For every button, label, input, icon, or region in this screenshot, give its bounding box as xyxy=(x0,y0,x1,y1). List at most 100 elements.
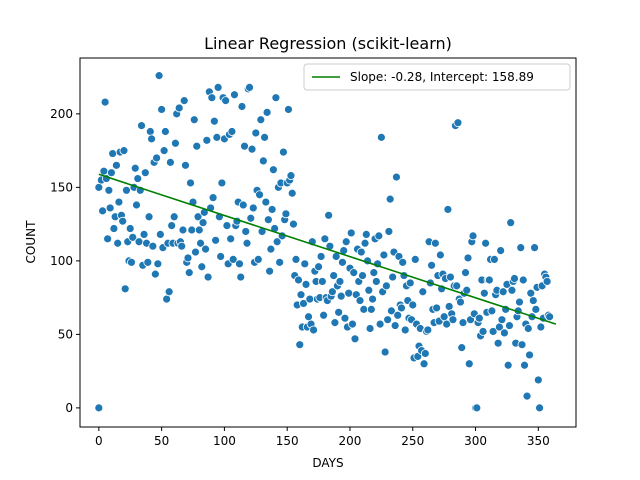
data-point xyxy=(301,279,311,289)
data-point xyxy=(256,115,266,125)
data-point xyxy=(468,231,478,241)
data-point xyxy=(452,281,462,291)
data-point xyxy=(457,343,467,353)
data-point xyxy=(390,321,400,330)
data-point xyxy=(481,238,490,248)
data-point xyxy=(192,141,202,151)
data-point xyxy=(130,163,140,173)
data-point xyxy=(387,306,396,316)
data-point xyxy=(317,277,327,286)
data-point xyxy=(314,262,323,272)
data-point xyxy=(523,324,533,333)
x-axis-ticks: 0 50 100 150 200 250 300 350 xyxy=(95,427,550,448)
axes-frame xyxy=(79,57,577,428)
data-point xyxy=(530,243,539,253)
data-point xyxy=(201,244,210,254)
data-point xyxy=(383,315,393,325)
plot-area xyxy=(94,71,557,413)
data-point xyxy=(216,252,226,261)
data-point xyxy=(505,321,514,330)
data-point xyxy=(497,315,507,325)
data-point xyxy=(112,160,121,170)
data-point xyxy=(423,325,433,335)
data-point xyxy=(109,224,119,233)
data-point xyxy=(133,174,143,183)
data-point xyxy=(271,93,281,103)
data-point xyxy=(196,238,205,248)
data-point xyxy=(446,272,455,282)
data-point xyxy=(341,237,351,247)
data-point xyxy=(320,234,330,244)
data-point xyxy=(525,350,534,360)
data-point xyxy=(545,312,555,322)
data-point xyxy=(531,304,541,314)
data-point xyxy=(304,312,313,322)
data-point xyxy=(127,257,136,267)
data-point xyxy=(462,285,472,295)
data-point xyxy=(236,272,246,282)
data-point xyxy=(316,252,326,261)
data-point xyxy=(178,225,188,235)
data-point xyxy=(393,310,403,320)
data-point xyxy=(376,132,386,142)
data-point xyxy=(209,116,219,126)
data-point xyxy=(374,231,384,241)
data-point xyxy=(330,318,340,328)
y-tick-label: 150 xyxy=(50,180,73,194)
data-point xyxy=(528,296,538,305)
x-tick-label: 250 xyxy=(401,434,424,448)
data-point xyxy=(108,149,118,158)
data-point xyxy=(484,275,494,285)
data-point xyxy=(444,302,454,311)
data-point xyxy=(432,303,442,313)
data-point xyxy=(279,147,288,157)
data-point xyxy=(247,144,257,154)
data-point xyxy=(319,310,329,320)
data-point xyxy=(155,230,165,239)
data-point xyxy=(368,294,377,304)
data-point xyxy=(327,287,337,297)
data-point xyxy=(186,178,195,188)
chart-title: Linear Regression (scikit-learn) xyxy=(204,34,452,53)
data-point xyxy=(365,324,375,333)
data-point xyxy=(140,168,150,178)
data-point xyxy=(356,247,366,257)
data-point xyxy=(144,212,154,222)
data-point xyxy=(104,185,114,195)
data-point xyxy=(518,275,528,285)
data-point xyxy=(493,338,503,348)
data-point xyxy=(344,288,354,298)
data-point xyxy=(118,216,128,226)
data-point xyxy=(375,319,385,329)
data-point xyxy=(238,200,248,210)
data-point xyxy=(516,243,526,253)
data-point xyxy=(154,71,164,81)
data-point xyxy=(181,160,190,170)
data-point xyxy=(265,266,275,276)
data-point xyxy=(287,188,297,198)
data-point xyxy=(329,271,339,280)
data-point xyxy=(448,315,458,325)
data-point xyxy=(361,230,371,239)
data-point xyxy=(99,166,109,176)
y-axis-label: COUNT xyxy=(24,220,38,264)
data-point xyxy=(237,102,247,111)
x-tick-label: 300 xyxy=(464,434,487,448)
data-point xyxy=(526,288,536,298)
data-point xyxy=(300,259,310,269)
data-point xyxy=(336,291,346,301)
data-point xyxy=(242,238,252,248)
data-point xyxy=(113,238,123,248)
data-point xyxy=(159,146,169,156)
data-point xyxy=(143,257,153,267)
data-point xyxy=(267,205,277,214)
data-point xyxy=(358,271,367,280)
data-point xyxy=(463,253,473,263)
data-point xyxy=(456,297,465,307)
data-point xyxy=(275,257,285,267)
data-point xyxy=(496,246,506,255)
data-point xyxy=(385,194,395,204)
data-point xyxy=(299,299,308,308)
data-point xyxy=(191,247,200,257)
data-point xyxy=(381,281,391,291)
